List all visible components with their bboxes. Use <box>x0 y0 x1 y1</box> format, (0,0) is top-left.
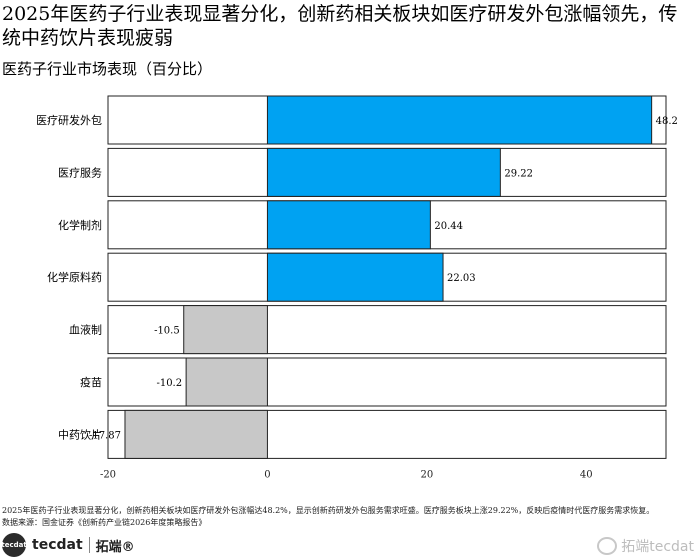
category-label: 疫苗 <box>80 375 102 389</box>
logo-word: tecdat <box>32 537 83 553</box>
bar <box>266 200 431 250</box>
watermark-text: 拓端tecdat <box>621 539 694 555</box>
value-label: 22.03 <box>447 273 476 284</box>
logo-divider <box>88 537 90 553</box>
x-tick-label: 0 <box>264 469 270 480</box>
category-label: 医疗服务 <box>58 165 102 179</box>
bar-chart: 医疗研发外包 48.2 医疗服务 29.22 化学制剂 20.44 化学原料药 22.03 血液… <box>36 95 678 480</box>
category-label: 医疗研发外包 <box>36 113 102 127</box>
footnote-summary: 2025年医药子行业表现显著分化，创新药相关板块如医疗研发外包涨幅达48.2%，… <box>2 506 655 515</box>
bar <box>124 409 268 459</box>
bar <box>266 147 501 197</box>
bar <box>266 252 444 302</box>
x-tick-label: 40 <box>580 469 593 480</box>
value-label: -10.2 <box>156 378 182 389</box>
weibo-icon <box>597 537 618 555</box>
tecdat-logo: tecdat tecdat 拓端® <box>1 532 135 558</box>
footnote-source: 数据来源：国金证券《创新药产业链2026年度策略报告》 <box>2 518 207 527</box>
logo-cn: 拓端® <box>95 539 135 555</box>
bar <box>266 95 653 145</box>
value-label: 48.2 <box>656 116 678 127</box>
chart-title: 2025年医药子行业表现显著分化，创新药相关板块如医疗研发外包涨幅领先，传统中药… <box>2 3 678 49</box>
bar <box>183 305 268 355</box>
value-label: -17.87 <box>89 430 121 441</box>
category-label: 化学原料药 <box>47 270 102 284</box>
value-label: 29.22 <box>504 168 533 179</box>
x-tick-label: 20 <box>420 469 433 480</box>
value-label: -10.5 <box>154 326 180 337</box>
logo-mark: tecdat <box>1 533 27 557</box>
category-label: 化学制剂 <box>58 218 102 232</box>
category-label: 中药饮片 <box>58 428 102 441</box>
watermark: 拓端tecdat <box>597 536 694 556</box>
x-tick-label: -20 <box>100 469 116 480</box>
value-label: 20.44 <box>434 221 463 232</box>
category-label: 血液制 <box>69 323 102 337</box>
bar <box>185 357 268 407</box>
chart-subtitle: 医药子行业市场表现（百分比） <box>2 60 213 78</box>
